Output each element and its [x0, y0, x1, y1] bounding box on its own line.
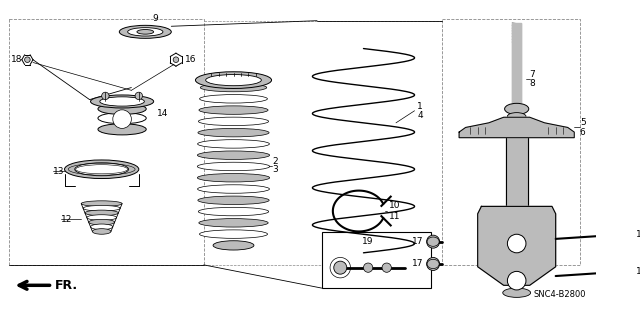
Circle shape — [508, 234, 526, 253]
Text: 3: 3 — [273, 165, 278, 174]
Text: 18: 18 — [11, 55, 22, 64]
Ellipse shape — [199, 219, 268, 227]
Ellipse shape — [85, 210, 118, 216]
Text: 16: 16 — [185, 55, 196, 64]
Circle shape — [173, 57, 179, 63]
Circle shape — [619, 264, 634, 279]
Ellipse shape — [200, 83, 267, 92]
Bar — [442, 19, 580, 265]
Ellipse shape — [92, 229, 111, 234]
Ellipse shape — [198, 140, 269, 148]
Ellipse shape — [197, 174, 269, 182]
Bar — [322, 232, 431, 288]
Text: 9: 9 — [153, 14, 159, 23]
Text: 17: 17 — [412, 259, 424, 269]
Text: 15: 15 — [636, 267, 640, 276]
Ellipse shape — [503, 288, 531, 297]
Ellipse shape — [197, 162, 269, 171]
Circle shape — [508, 271, 526, 290]
Ellipse shape — [198, 196, 269, 204]
Ellipse shape — [504, 103, 529, 115]
Bar — [9, 19, 204, 265]
Ellipse shape — [127, 28, 163, 36]
Circle shape — [382, 263, 391, 272]
Ellipse shape — [90, 95, 154, 108]
Circle shape — [24, 57, 30, 63]
Ellipse shape — [205, 75, 261, 86]
Circle shape — [619, 227, 634, 242]
Ellipse shape — [90, 224, 113, 230]
Polygon shape — [477, 206, 556, 285]
Ellipse shape — [198, 117, 269, 126]
Ellipse shape — [198, 207, 269, 216]
Ellipse shape — [100, 97, 145, 106]
Text: 4: 4 — [417, 111, 423, 120]
Ellipse shape — [89, 219, 115, 225]
Text: 1: 1 — [417, 102, 423, 111]
Circle shape — [427, 235, 440, 248]
Ellipse shape — [508, 113, 526, 120]
Circle shape — [334, 261, 347, 274]
Ellipse shape — [199, 106, 268, 114]
Text: 2: 2 — [273, 157, 278, 166]
Text: 10: 10 — [388, 201, 400, 210]
Ellipse shape — [137, 30, 154, 34]
Text: 14: 14 — [157, 109, 169, 118]
Ellipse shape — [81, 201, 122, 206]
Text: 15: 15 — [636, 230, 640, 239]
Circle shape — [102, 92, 109, 100]
Circle shape — [135, 92, 143, 100]
Text: 19: 19 — [362, 237, 374, 246]
Ellipse shape — [198, 129, 269, 137]
Text: SNC4-B2800: SNC4-B2800 — [534, 290, 586, 299]
Text: 7: 7 — [530, 70, 536, 79]
Text: 17: 17 — [412, 237, 424, 246]
Ellipse shape — [200, 230, 268, 238]
Ellipse shape — [65, 160, 139, 179]
Ellipse shape — [98, 113, 146, 124]
Ellipse shape — [83, 205, 120, 211]
Text: 11: 11 — [388, 212, 400, 221]
Ellipse shape — [213, 241, 254, 250]
Polygon shape — [459, 117, 574, 138]
Ellipse shape — [200, 95, 268, 103]
Circle shape — [364, 263, 372, 272]
Ellipse shape — [75, 163, 129, 176]
Text: 8: 8 — [530, 79, 536, 88]
Ellipse shape — [98, 124, 146, 135]
Ellipse shape — [195, 72, 271, 88]
Ellipse shape — [87, 215, 116, 220]
Text: 5: 5 — [580, 118, 586, 127]
Text: 6: 6 — [580, 128, 586, 137]
Circle shape — [427, 257, 440, 271]
Text: FR.: FR. — [55, 279, 78, 292]
Text: 13: 13 — [53, 167, 65, 175]
Ellipse shape — [119, 25, 172, 38]
Ellipse shape — [197, 151, 269, 160]
Ellipse shape — [198, 185, 269, 193]
Ellipse shape — [98, 103, 146, 115]
Text: 12: 12 — [61, 215, 72, 224]
Circle shape — [113, 110, 131, 128]
